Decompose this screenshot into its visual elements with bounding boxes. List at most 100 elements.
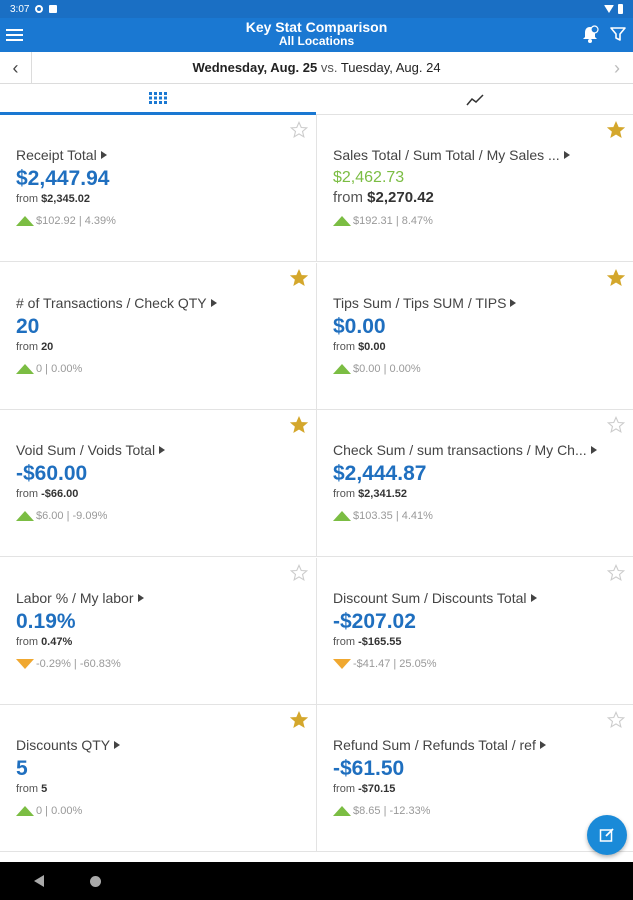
filter-icon[interactable] bbox=[609, 25, 627, 43]
caret-right-icon bbox=[100, 151, 107, 159]
star-outline-icon[interactable] bbox=[607, 563, 625, 582]
compare-date: Tuesday, Aug. 24 bbox=[340, 60, 441, 75]
stat-previous-value: from 20 bbox=[16, 341, 53, 353]
caret-right-icon bbox=[530, 593, 537, 602]
stat-value: $2,462.73 bbox=[333, 169, 405, 186]
view-tabs bbox=[0, 84, 633, 115]
page-title: Key Stat Comparison bbox=[245, 19, 388, 35]
star-filled-icon[interactable] bbox=[290, 711, 308, 729]
stat-change: -$41.47 | 25.05% bbox=[333, 658, 437, 670]
stat-label[interactable]: Discounts QTY bbox=[16, 737, 121, 753]
stat-change: $102.92 | 4.39% bbox=[16, 215, 116, 227]
stat-card[interactable]: Tips Sum / Tips SUM / TIPS $0.00 from $0.0… bbox=[317, 262, 633, 410]
status-time: 3:07 bbox=[10, 3, 30, 15]
trend-up-icon bbox=[333, 216, 351, 226]
change-text: $0.00 | 0.00% bbox=[353, 362, 421, 375]
next-day-button[interactable]: › bbox=[601, 52, 633, 84]
tab-chart-view[interactable] bbox=[317, 84, 633, 115]
stat-previous-value: from -$165.55 bbox=[333, 636, 402, 648]
trend-up-icon bbox=[333, 806, 351, 817]
stat-label[interactable]: Receipt Total bbox=[16, 147, 107, 163]
back-icon[interactable] bbox=[34, 875, 44, 887]
from-prefix: from bbox=[16, 340, 42, 353]
menu-icon[interactable] bbox=[6, 25, 26, 45]
trend-chart-icon bbox=[466, 93, 484, 105]
change-text: 0 | 0.00% bbox=[36, 805, 83, 818]
star-filled-icon[interactable] bbox=[607, 268, 625, 287]
trend-down-icon bbox=[16, 658, 34, 669]
primary-date: Wednesday, Aug. 25 bbox=[192, 60, 318, 75]
stat-value: $2,444.87 bbox=[333, 462, 427, 486]
change-text: -$41.47 | 25.05% bbox=[353, 657, 437, 670]
stat-label-text: Tips Sum / Tips SUM / TIPS bbox=[333, 294, 507, 311]
location-subtitle[interactable]: All Locations bbox=[278, 34, 355, 48]
stat-value: 5 bbox=[16, 757, 28, 781]
tab-grid-view[interactable] bbox=[0, 84, 316, 115]
caret-right-icon bbox=[510, 298, 517, 307]
previous-value: 5 bbox=[41, 783, 48, 796]
stat-label-text: Check Sum / sum transactions / My Ch... bbox=[333, 442, 587, 459]
stat-card[interactable]: Receipt Total $2,447.94 from $2,345.02 $102… bbox=[0, 115, 317, 262]
stat-card[interactable]: Labor % / My labor 0.19% from 0.47% -0.29% … bbox=[0, 557, 317, 705]
stat-label[interactable]: Labor % / My labor bbox=[16, 590, 144, 606]
stat-label-text: # of Transactions / Check QTY bbox=[16, 294, 207, 311]
stat-label[interactable]: Void Sum / Voids Total bbox=[16, 442, 166, 458]
trend-up-icon bbox=[16, 511, 34, 522]
stat-card-grid: Receipt Total $2,447.94 from $2,345.02 $102… bbox=[0, 115, 633, 853]
stat-card[interactable]: Check Sum / sum transactions / My Ch... $… bbox=[317, 410, 633, 558]
caret-right-icon bbox=[114, 741, 121, 750]
change-text: $102.92 | 4.39% bbox=[36, 215, 116, 227]
stat-card[interactable]: # of Transactions / Check QTY 20 from 20 0 … bbox=[0, 262, 317, 410]
home-icon[interactable] bbox=[90, 876, 101, 887]
settings-status-icon bbox=[35, 5, 44, 13]
stat-value: $0.00 bbox=[333, 314, 386, 338]
stat-value: -$61.50 bbox=[333, 757, 405, 781]
stat-label-text: Receipt Total bbox=[16, 147, 97, 163]
change-text: $103.35 | 4.41% bbox=[353, 510, 433, 523]
from-prefix: from bbox=[16, 783, 42, 796]
grid-icon bbox=[149, 92, 167, 104]
from-prefix: from bbox=[16, 635, 42, 648]
stat-card[interactable]: Void Sum / Voids Total -$60.00 from -$66.0… bbox=[0, 410, 317, 558]
stat-label[interactable]: # of Transactions / Check QTY bbox=[16, 295, 217, 311]
stat-change: $6.00 | -9.09% bbox=[16, 510, 107, 522]
notification-icon[interactable] bbox=[580, 24, 600, 44]
stat-label-text: Labor % / My labor bbox=[16, 589, 134, 606]
date-comparison-bar: ‹ Wednesday, Aug. 25 vs. Tuesday, Aug. 2… bbox=[0, 52, 633, 84]
stat-label[interactable]: Discount Sum / Discounts Total bbox=[333, 590, 537, 606]
stat-change: $192.31 | 8.47% bbox=[333, 215, 433, 227]
trend-up-icon bbox=[16, 216, 34, 226]
star-outline-icon[interactable] bbox=[290, 121, 308, 139]
date-range-label[interactable]: Wednesday, Aug. 25 vs. Tuesday, Aug. 24 bbox=[32, 52, 601, 84]
stat-value: $2,447.94 bbox=[16, 167, 110, 190]
stat-change: 0 | 0.00% bbox=[16, 805, 82, 817]
star-filled-icon[interactable] bbox=[290, 416, 308, 434]
stat-value: -$207.02 bbox=[333, 609, 416, 633]
star-outline-icon[interactable] bbox=[607, 416, 625, 434]
trend-up-icon bbox=[16, 363, 34, 374]
star-outline-icon[interactable] bbox=[290, 563, 308, 582]
star-filled-icon[interactable] bbox=[607, 121, 625, 139]
battery-icon bbox=[618, 4, 623, 14]
star-filled-icon[interactable] bbox=[290, 268, 308, 287]
stat-previous-value: from 5 bbox=[16, 783, 47, 795]
previous-day-button[interactable]: ‹ bbox=[0, 52, 32, 84]
from-prefix: from bbox=[333, 488, 359, 501]
stat-label[interactable]: Refund Sum / Refunds Total / ref bbox=[333, 737, 546, 753]
stat-card[interactable]: Refund Sum / Refunds Total / ref -$61.50 f… bbox=[317, 705, 633, 853]
stat-value: 20 bbox=[16, 314, 40, 338]
stat-label[interactable]: Check Sum / sum transactions / My Ch... bbox=[333, 442, 597, 458]
star-outline-icon[interactable] bbox=[607, 711, 625, 729]
trend-up-icon bbox=[333, 363, 351, 374]
stat-change: $0.00 | 0.00% bbox=[333, 363, 421, 375]
sd-card-status-icon bbox=[49, 5, 58, 13]
stat-label[interactable]: Sales Total / Sum Total / My Sales ... bbox=[333, 147, 570, 163]
stat-card[interactable]: Sales Total / Sum Total / My Sales ... $2… bbox=[317, 115, 633, 262]
stat-label[interactable]: Tips Sum / Tips SUM / TIPS bbox=[333, 294, 517, 311]
stat-card[interactable]: Discount Sum / Discounts Total -$207.02 fr… bbox=[317, 557, 633, 705]
stat-label-text: Sales Total / Sum Total / My Sales ... bbox=[333, 147, 560, 163]
stat-previous-value: from $2,341.52 bbox=[333, 488, 407, 500]
edit-stats-button[interactable] bbox=[587, 815, 627, 855]
previous-value: -$66.00 bbox=[41, 488, 79, 501]
